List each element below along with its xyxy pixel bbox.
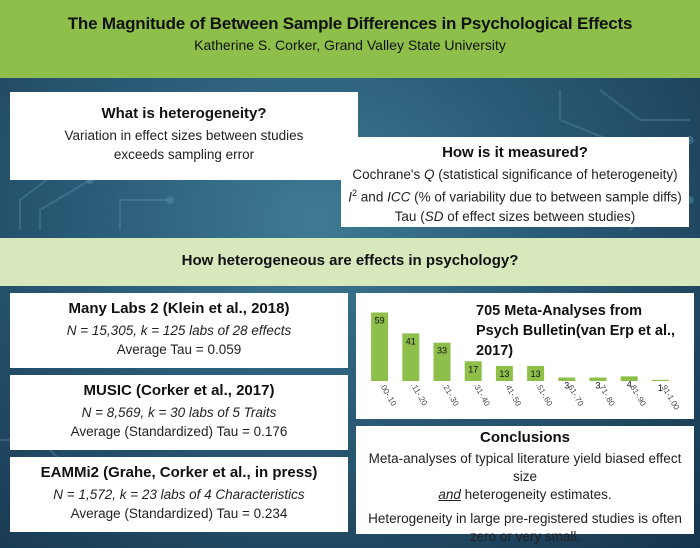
poster-title: The Magnitude of Between Sample Differen… [67, 14, 633, 33]
bar [371, 312, 389, 381]
how-line-2: I2 and ICC (% of variability due to betw… [348, 188, 682, 205]
bar-value-label: 1 [658, 383, 663, 393]
study-tau-line: Average (Standardized) Tau = 0.176 [70, 424, 288, 439]
conclusions-box: Conclusions Meta-analyses of typical lit… [356, 426, 694, 544]
category-tick-label: .11-.20 [409, 382, 429, 408]
how-is-it-measured-box: How is it measured? Cochrane's Q (statis… [341, 137, 689, 227]
conclusions-point-1: Meta-analyses of typical literature yiel… [368, 451, 682, 502]
study-box-many-labs-2: Many Labs 2 (Klein et al., 2018) N = 15,… [10, 293, 348, 368]
how-line-3: Tau (SD of effect sizes between studies) [394, 208, 636, 224]
study-box-eammi2: EAMMi2 (Grahe, Corker et al., in press) … [10, 457, 348, 532]
category-tick-label: .81-.90 [627, 382, 648, 409]
poster-header: The Magnitude of Between Sample Differen… [0, 0, 700, 78]
what-line-1: Variation in effect sizes between studie… [64, 128, 304, 143]
bar [620, 376, 638, 381]
bar [527, 365, 545, 381]
bar [589, 377, 607, 381]
bar-value-label: 41 [406, 336, 416, 346]
category-tick-label: .00-.10 [378, 382, 399, 409]
study-heading: EAMMi2 (Grahe, Corker et al., in press) [40, 464, 318, 481]
study-sample-line: N = 15,305, k = 125 labs of 28 effects [66, 323, 292, 338]
bar-value-label: 3 [564, 381, 569, 391]
study-heading: MUSIC (Corker et al., 2017) [83, 382, 275, 399]
bar [495, 365, 513, 381]
study-tau-line: Average (Standardized) Tau = 0.234 [70, 506, 288, 521]
bar [464, 361, 482, 381]
what-heading: What is heterogeneity? [101, 105, 267, 122]
section-band: How heterogeneous are effects in psychol… [0, 238, 700, 286]
study-sample-line: N = 1,572, k = 23 labs of 4 Characterist… [53, 487, 305, 502]
bar-value-label: 4 [627, 379, 632, 389]
bar [433, 342, 451, 381]
bar-value-label: 3 [595, 381, 600, 391]
category-tick-label: .41-.50 [503, 382, 524, 409]
meta-analyses-chart: 59.00-.10 41.11-.20 33.21-.30 17.31-.40 13.4… [356, 293, 694, 419]
bar [558, 377, 576, 381]
bar-value-label: 33 [437, 346, 447, 356]
poster-author: Katherine S. Corker, Grand Valley State … [194, 37, 506, 53]
conclusions-heading: Conclusions [479, 429, 570, 446]
what-line-2: exceeds sampling error [113, 147, 255, 162]
category-tick-label: .31-.40 [471, 382, 492, 409]
category-tick-label: .71-.80 [596, 382, 617, 409]
category-tick-label: .61-.70 [565, 382, 586, 409]
how-line-1: Cochrane's Q (statistical significance o… [352, 167, 678, 182]
study-heading: Many Labs 2 (Klein et al., 2018) [68, 300, 290, 317]
conclusions-point-2: Heterogeneity in large pre-registered st… [368, 511, 682, 544]
category-tick-label: .91-1.00 [659, 382, 682, 412]
what-is-heterogeneity-box: What is heterogeneity? Variation in effe… [10, 92, 358, 180]
chart-title: 705 Meta-Analyses from Psych Bulletin(va… [476, 303, 676, 359]
bar-value-label: 13 [531, 369, 541, 379]
study-sample-line: N = 8,569, k = 30 labs of 5 Traits [81, 405, 277, 420]
bar-value-label: 13 [499, 369, 509, 379]
how-heading: How is it measured? [442, 144, 588, 161]
category-tick-label: .21-.30 [440, 382, 461, 409]
bar-value-label: 59 [375, 315, 385, 325]
bar [651, 379, 669, 381]
study-box-music: MUSIC (Corker et al., 2017) N = 8,569, k… [10, 375, 348, 450]
bar-chart-svg: 59.00-.1041.11-.2033.21-.3017.31-.4013.4… [371, 312, 682, 412]
category-tick-label: .51-.60 [534, 382, 555, 409]
bar-value-label: 17 [468, 364, 478, 374]
bar [402, 333, 420, 381]
study-tau-line: Average Tau = 0.059 [116, 342, 242, 357]
